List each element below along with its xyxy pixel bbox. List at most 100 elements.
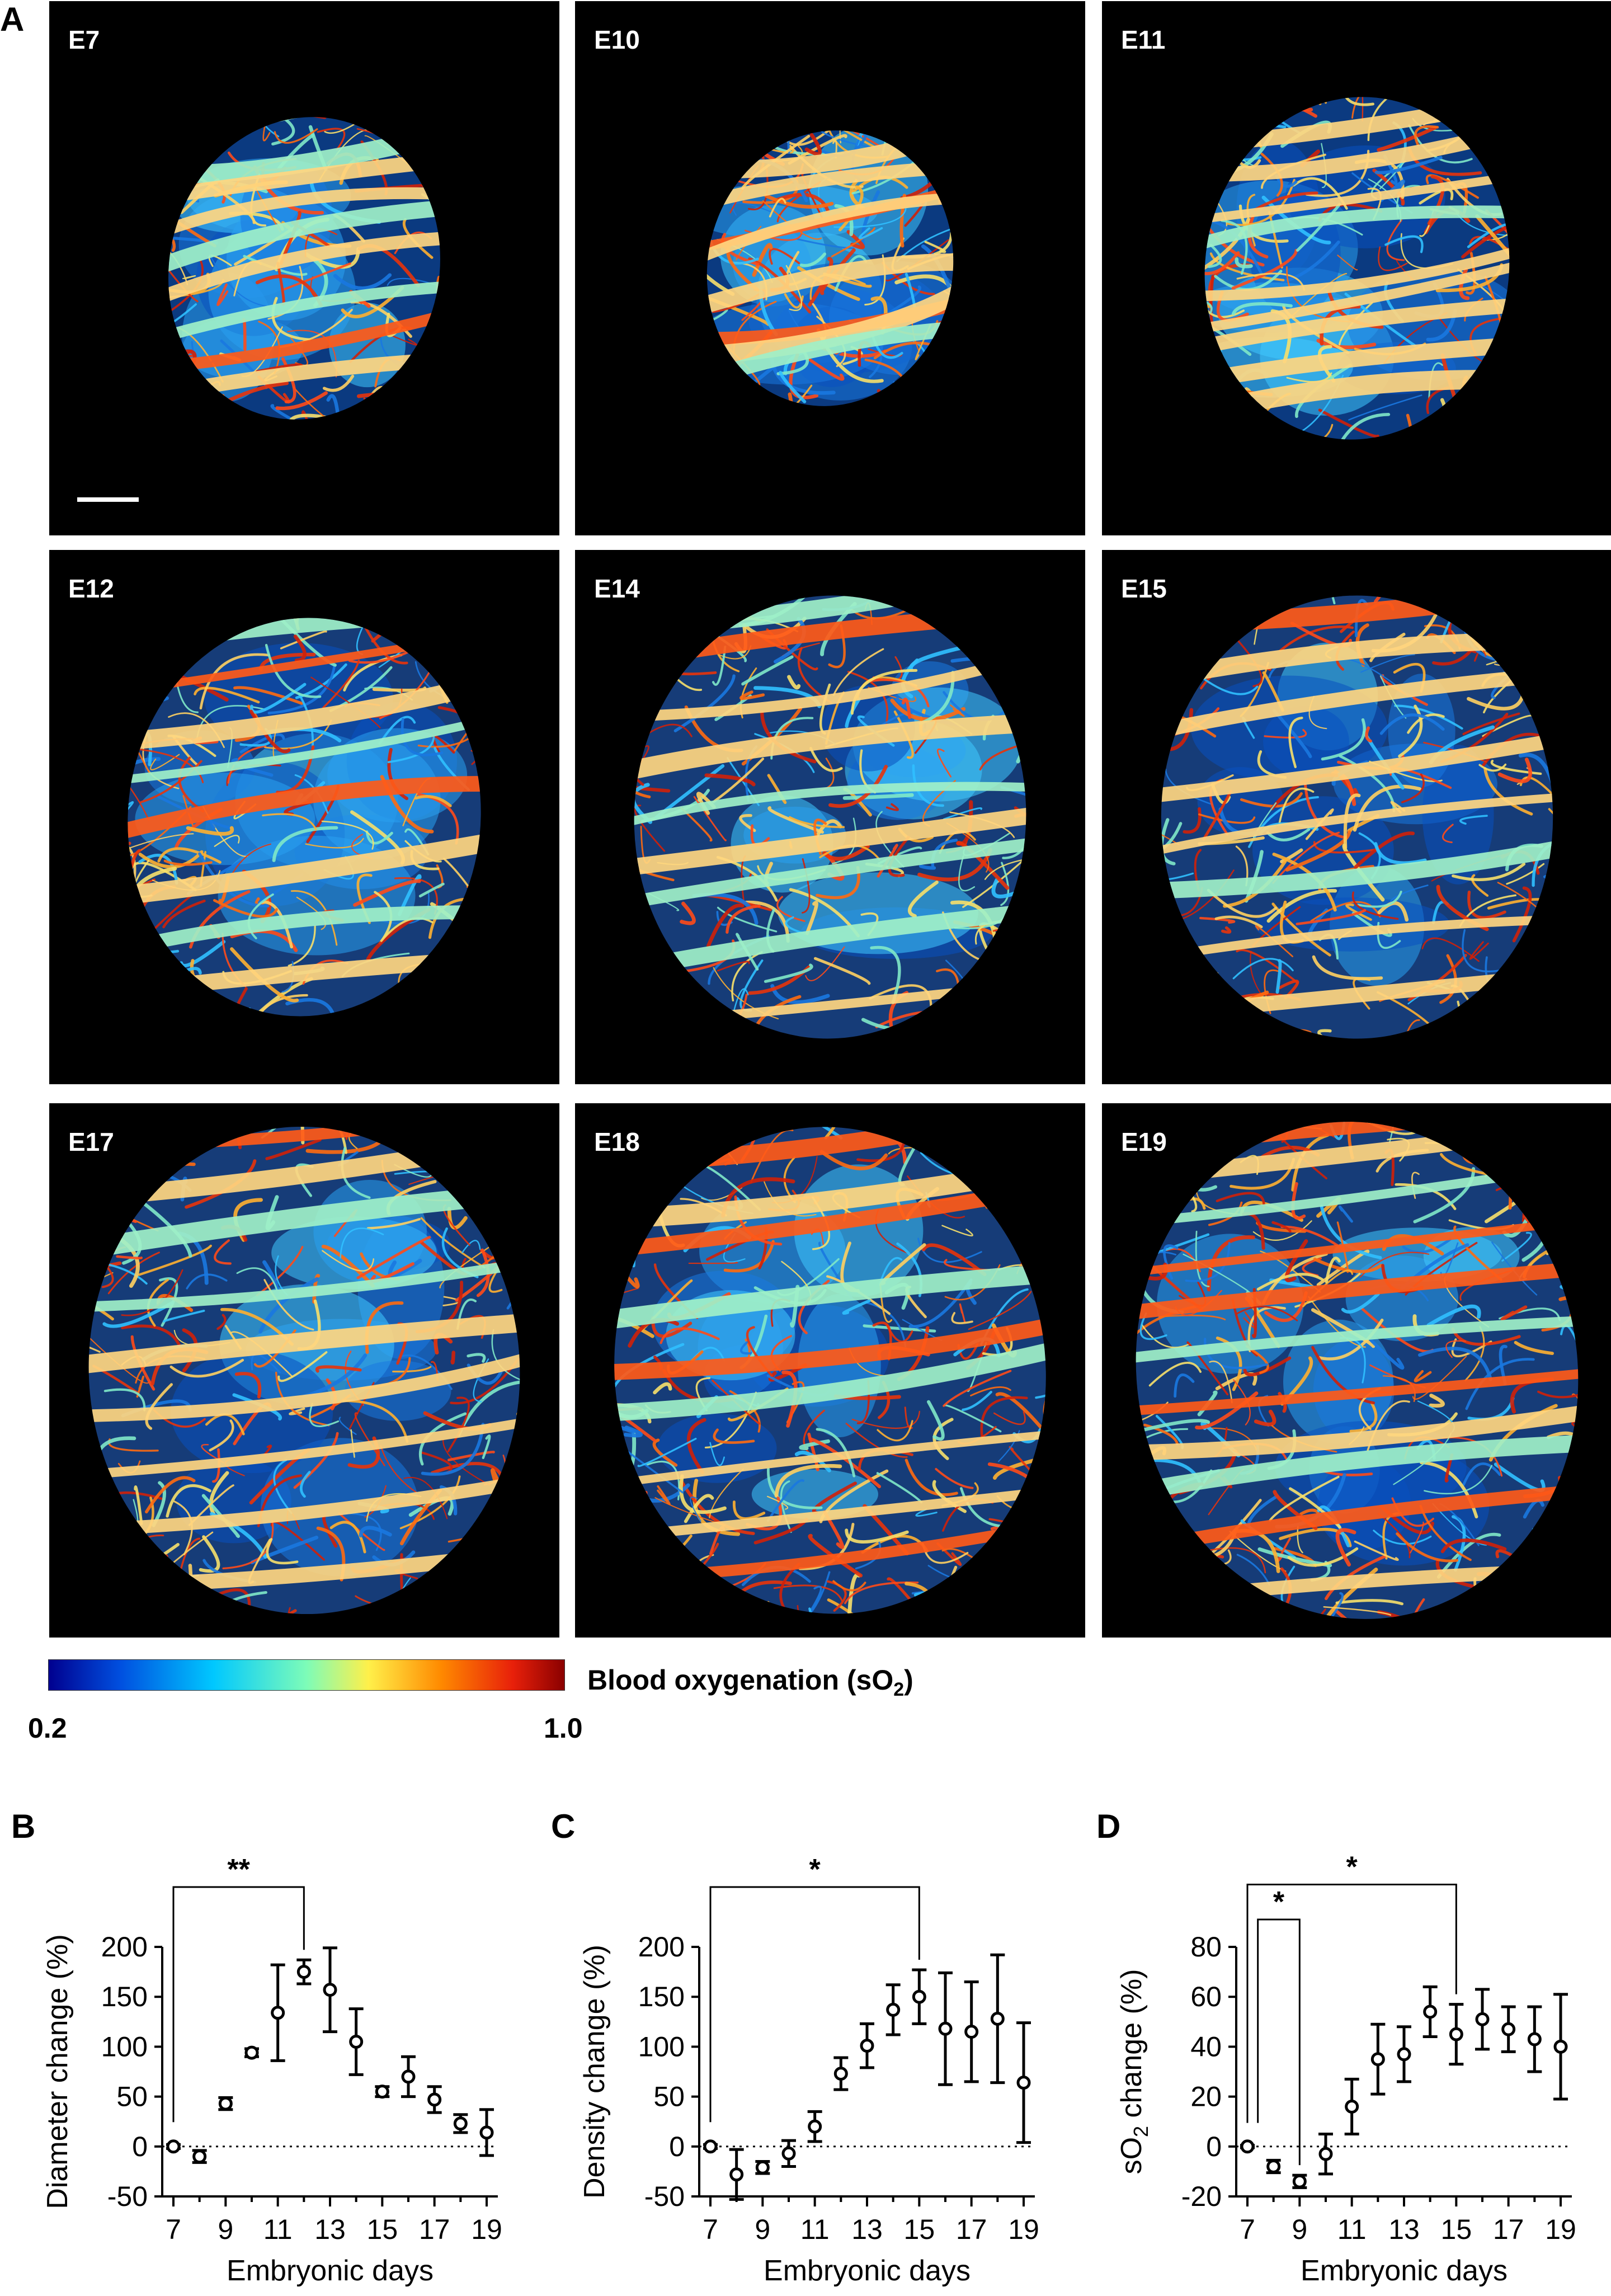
- data-point: [453, 2116, 468, 2131]
- data-point: [1501, 2022, 1516, 2036]
- panel-label-b: B: [11, 1808, 36, 1845]
- y-axis-label-text: Diameter change (%): [41, 1934, 74, 2209]
- y-tick-label: 50: [116, 2081, 148, 2112]
- data-point: [938, 2021, 953, 2036]
- data-point: [1397, 2047, 1411, 2062]
- x-tick-label: 15: [367, 2214, 398, 2245]
- data-point: [1016, 2076, 1031, 2090]
- vascular-image-e14: E14: [575, 550, 1085, 1084]
- y-axis-label: Density change (%): [578, 1945, 611, 2199]
- x-tick-label: 13: [314, 2214, 346, 2245]
- data-point: [729, 2167, 744, 2182]
- density-change-chart: -50 0 50 100 150 200 7 9 11 13 15 17 19 Embryonic day…: [578, 1853, 1039, 2287]
- image-label: E14: [594, 574, 640, 603]
- data-point: [1345, 2099, 1359, 2114]
- vascular-image-e7: E7: [49, 1, 559, 535]
- data-point: [271, 2006, 285, 2020]
- y-tick-label: -50: [644, 2181, 685, 2212]
- y-tick-label: 20: [1190, 2081, 1222, 2112]
- x-tick-label: 9: [755, 2214, 770, 2245]
- x-tick-label: 9: [218, 2214, 233, 2245]
- scale-bar: [77, 497, 139, 502]
- significance-bracket: [1246, 1884, 1457, 2123]
- x-tick-label: 11: [1337, 2214, 1367, 2245]
- vascular-image-e10: E10: [575, 1, 1085, 535]
- x-axis-label: Embryonic days: [1301, 2255, 1508, 2287]
- data-point: [1527, 2032, 1542, 2046]
- x-tick-label: 19: [1545, 2214, 1576, 2245]
- y-axis-label: Diameter change (%): [41, 1934, 74, 2209]
- data-point: [1423, 2005, 1438, 2019]
- image-label: E15: [1121, 574, 1167, 603]
- y-tick-label: 200: [101, 1931, 148, 1963]
- y-tick-label: 50: [653, 2081, 685, 2112]
- significance-marker: *: [1346, 1851, 1358, 1884]
- x-tick-label: 17: [419, 2214, 450, 2245]
- x-tick-label: 15: [904, 2214, 935, 2245]
- x-tick-label: 11: [263, 2214, 293, 2245]
- y-tick-label: 60: [1190, 1981, 1222, 2012]
- diameter-change-chart: -50 0 50 100 150 200 7 9 11 13 15 17 19 Embryonic day…: [41, 1853, 502, 2287]
- x-tick-label: 19: [471, 2214, 502, 2245]
- image-label: E11: [1121, 25, 1166, 54]
- vascular-image-e11: E11: [1102, 1, 1611, 535]
- data-point: [703, 2139, 718, 2154]
- y-tick-label: 0: [669, 2131, 685, 2162]
- y-tick-label: 200: [638, 1931, 685, 1963]
- data-point: [349, 2034, 364, 2049]
- y-axis-label-text: Density change (%): [578, 1945, 611, 2199]
- data-point: [296, 1965, 311, 1979]
- vascular-image-e19: E19: [1102, 1103, 1611, 1638]
- y-tick-label: 150: [101, 1981, 148, 2012]
- data-point: [427, 2092, 442, 2107]
- panel-label-d: D: [1096, 1808, 1121, 1845]
- image-label: E10: [594, 25, 640, 54]
- y-tick-label: 0: [132, 2131, 148, 2162]
- so2-change-chart: -20 0 20 40 60 80 7 9 11 13 15 17 19 Embryonic days sO…: [1115, 1851, 1576, 2288]
- data-point: [479, 2125, 494, 2140]
- y-tick-label: 100: [638, 2031, 685, 2062]
- y-tick-label: 150: [638, 1981, 685, 2012]
- vascular-image-e18: E18: [575, 1103, 1085, 1638]
- vascular-image-e12: E12: [49, 550, 559, 1084]
- x-tick-label: 7: [703, 2214, 718, 2245]
- data-point: [375, 2085, 389, 2099]
- y-tick-label: 80: [1190, 1931, 1222, 1963]
- data-point: [192, 2149, 207, 2164]
- data-point: [1449, 2027, 1463, 2041]
- x-tick-label: 7: [166, 2214, 181, 2245]
- y-axis-label: sO2 change (%): [1115, 1969, 1152, 2175]
- image-label: E19: [1121, 1127, 1167, 1156]
- data-point: [860, 2039, 874, 2053]
- data-point: [1475, 2012, 1490, 2026]
- panel-label-a: A: [0, 1, 25, 38]
- significance-bracket: [172, 1886, 305, 2123]
- significance-bracket: [1257, 1918, 1301, 2166]
- significance-marker: *: [1273, 1886, 1285, 1918]
- data-point: [401, 2069, 416, 2084]
- colorbar-max-label: 1.0: [544, 1712, 583, 1744]
- y-tick-label: -50: [107, 2181, 148, 2212]
- x-axis-label: Embryonic days: [764, 2255, 971, 2287]
- image-label: E12: [68, 574, 114, 603]
- y-tick-label: 0: [1206, 2131, 1222, 2162]
- data-point: [244, 2045, 259, 2060]
- data-point: [1292, 2174, 1307, 2189]
- x-tick-label: 17: [1493, 2214, 1524, 2245]
- panel-label-c: C: [551, 1808, 576, 1845]
- data-point: [1370, 2052, 1385, 2067]
- significance-bracket: [709, 1886, 920, 2123]
- colorbar-min-label: 0.2: [28, 1712, 67, 1744]
- x-tick-label: 7: [1240, 2214, 1255, 2245]
- data-point: [1266, 2159, 1281, 2173]
- y-tick-label: 100: [101, 2031, 148, 2062]
- data-point: [166, 2139, 181, 2154]
- colorbar-title: Blood oxygenation (sO2): [587, 1664, 913, 1700]
- data-point: [1318, 2147, 1333, 2161]
- data-point: [808, 2119, 822, 2134]
- vascular-image-e17: E17: [49, 1103, 559, 1638]
- significance-marker: *: [809, 1853, 821, 1886]
- vascular-image-e15: E15: [1102, 550, 1611, 1084]
- y-tick-label: -20: [1181, 2181, 1222, 2212]
- image-label: E7: [68, 25, 100, 54]
